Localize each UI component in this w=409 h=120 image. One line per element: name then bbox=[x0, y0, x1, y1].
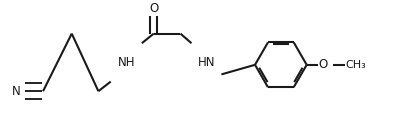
Text: NH: NH bbox=[117, 56, 135, 69]
Text: N: N bbox=[12, 85, 21, 98]
Text: O: O bbox=[318, 58, 327, 71]
Text: HN: HN bbox=[198, 56, 215, 69]
Text: CH₃: CH₃ bbox=[345, 60, 365, 70]
Text: O: O bbox=[149, 2, 158, 15]
